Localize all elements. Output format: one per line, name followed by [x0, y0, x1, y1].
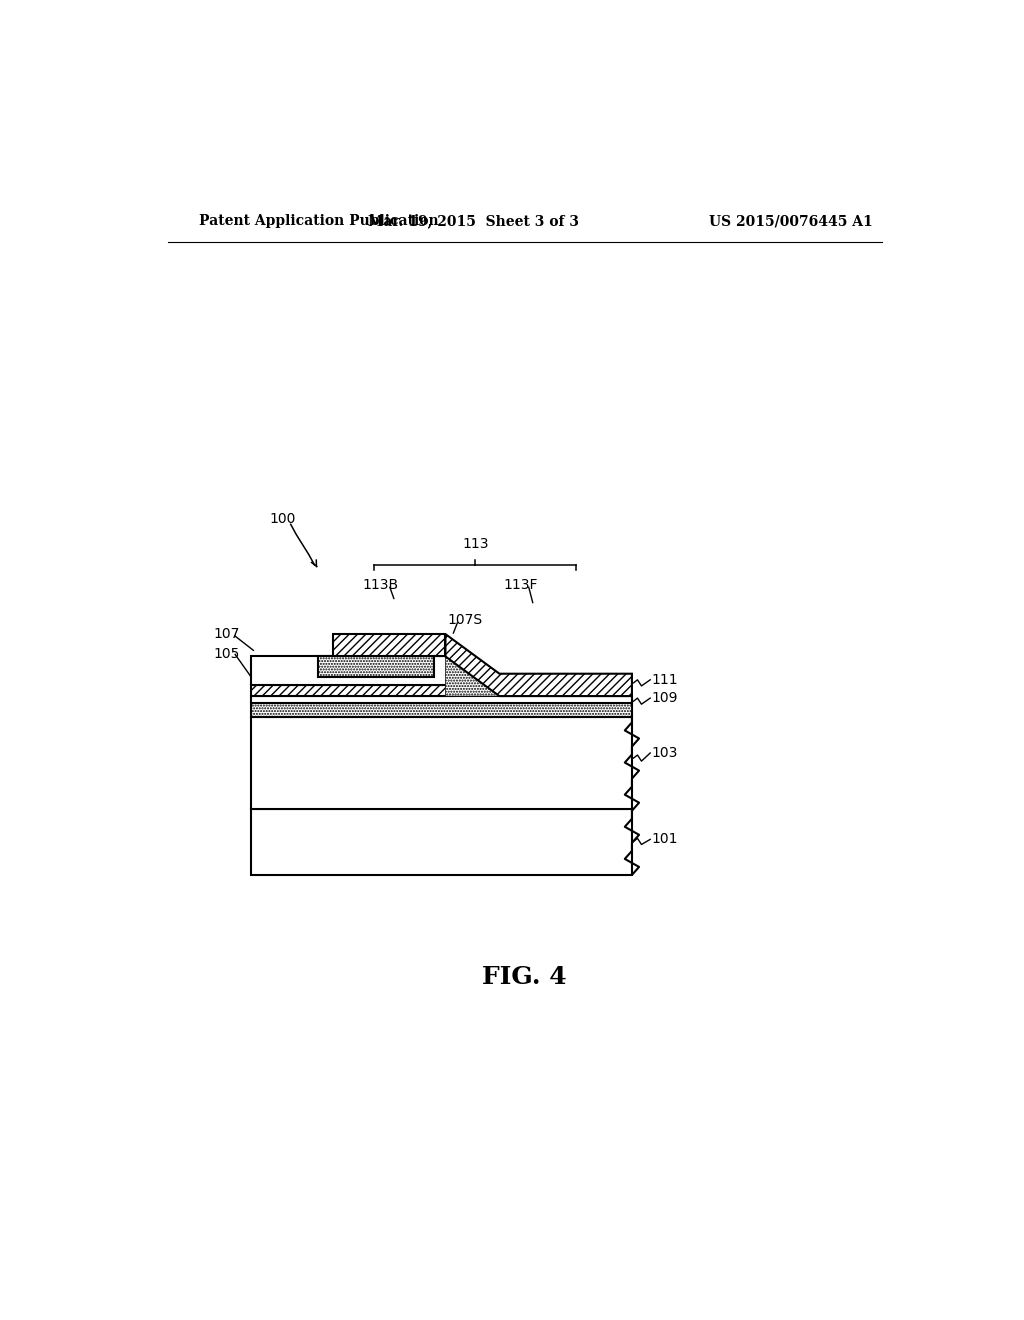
Bar	[251, 704, 632, 718]
Text: 107: 107	[214, 627, 240, 642]
Text: 111: 111	[652, 673, 679, 686]
Text: 107S: 107S	[447, 612, 483, 627]
Bar	[251, 656, 454, 685]
Text: 105: 105	[214, 647, 240, 661]
Text: Patent Application Publication: Patent Application Publication	[200, 214, 439, 228]
Bar	[251, 809, 632, 875]
Bar	[251, 696, 632, 704]
Text: US 2015/0076445 A1: US 2015/0076445 A1	[709, 214, 872, 228]
Text: 109: 109	[652, 692, 678, 705]
Polygon shape	[445, 634, 632, 696]
Bar	[251, 718, 632, 809]
Text: 113B: 113B	[362, 578, 398, 593]
Text: 100: 100	[269, 512, 296, 527]
Text: 113F: 113F	[504, 578, 538, 593]
Bar	[318, 656, 433, 677]
Text: FIG. 4: FIG. 4	[482, 965, 567, 989]
Text: 101: 101	[652, 833, 678, 846]
Bar	[333, 634, 445, 656]
Polygon shape	[445, 656, 500, 696]
Text: 103: 103	[652, 746, 678, 760]
Text: Mar. 19, 2015  Sheet 3 of 3: Mar. 19, 2015 Sheet 3 of 3	[368, 214, 579, 228]
Bar	[251, 685, 454, 696]
Text: 113: 113	[462, 537, 488, 550]
